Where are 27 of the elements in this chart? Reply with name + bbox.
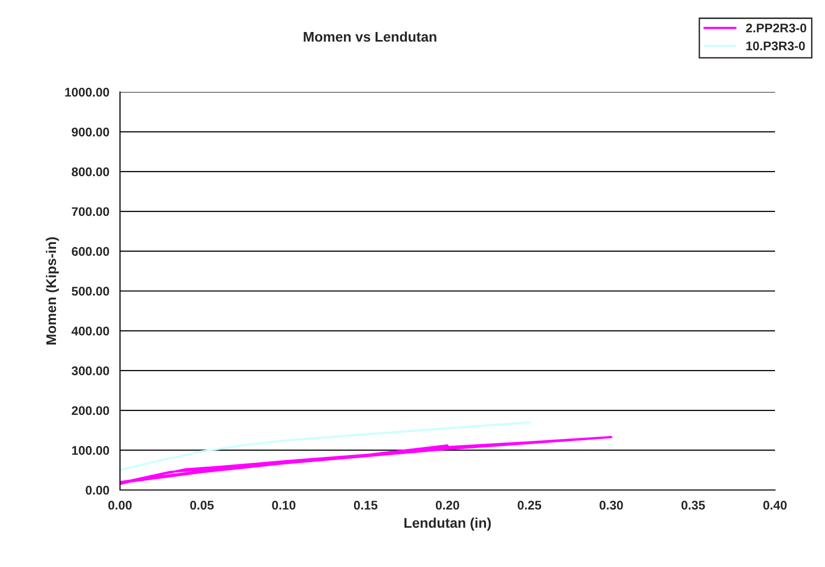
x-tick-label: 0.35 [681, 500, 705, 510]
y-tick-label: 300.00 [72, 366, 110, 376]
chart-title: Momen vs Lendutan [304, 32, 436, 42]
line-series [120, 436, 612, 486]
y-tick-label: 1000.00 [65, 88, 110, 97]
y-tick-label: 900.00 [72, 128, 110, 136]
line-series [120, 421, 530, 472]
x-tick-label: 0.15 [354, 500, 378, 510]
legend-label: 10.P3R3-0 [746, 41, 805, 50]
y-axis-title: Momen (Kips-in) [46, 237, 59, 344]
x-tick-label: 0.10 [272, 500, 296, 510]
x-tick-label: 0.00 [108, 500, 132, 510]
x-tick-label: 0.40 [763, 500, 787, 510]
y-tick-label: 400.00 [72, 326, 110, 336]
x-tick-label: 0.05 [190, 500, 214, 510]
y-tick-label: 200.00 [72, 406, 110, 416]
y-tick-label: 500.00 [72, 286, 110, 296]
y-tick-label: 800.00 [72, 167, 110, 176]
y-tick-label: 0.00 [86, 486, 110, 495]
y-tick-label: 700.00 [72, 207, 110, 216]
y-tick-label: 100.00 [72, 446, 110, 455]
x-tick-label: 0.30 [600, 500, 623, 510]
x-tick-label: 0.20 [436, 500, 460, 510]
y-tick-label: 600.00 [72, 247, 110, 256]
legend-label: 2.PP2R3-0 [746, 24, 806, 32]
x-axis-title: Lendutan (in) [404, 518, 491, 531]
x-tick-label: 0.25 [518, 500, 542, 510]
